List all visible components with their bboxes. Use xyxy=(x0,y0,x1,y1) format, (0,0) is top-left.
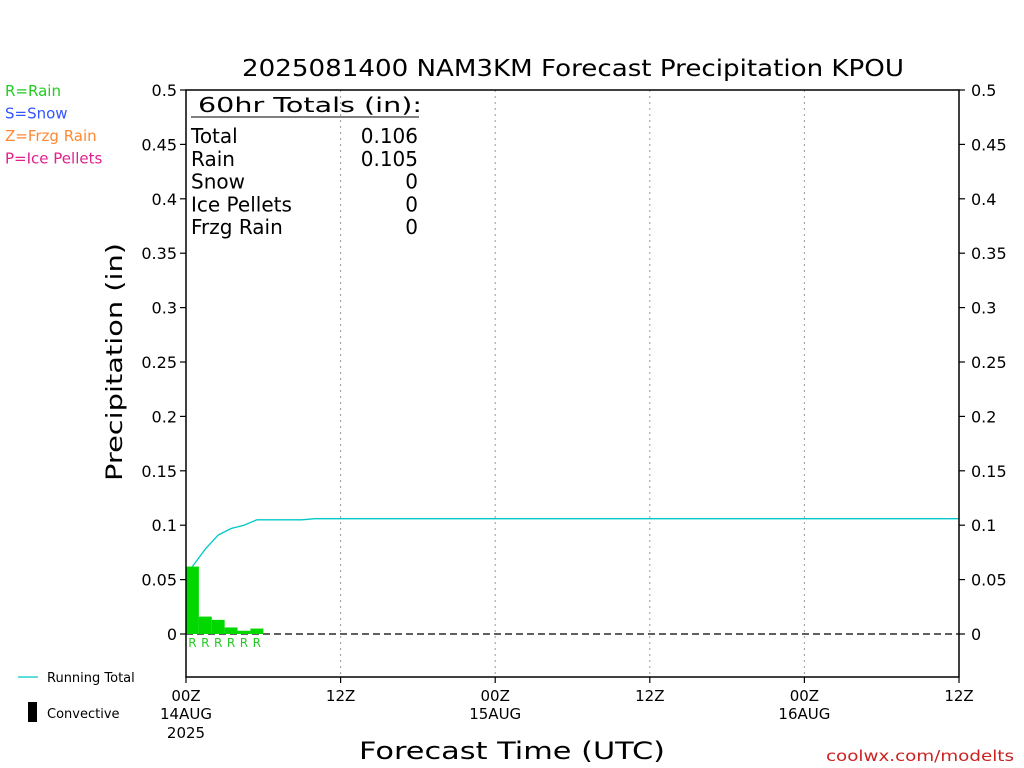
totals-row-label: Rain xyxy=(191,147,235,171)
y-tick-label-left: 0.35 xyxy=(141,244,177,263)
totals-box: 60hr Totals (in): Total 0.106 Rain 0.105 Snow… xyxy=(190,93,422,239)
totals-row-value: 0 xyxy=(405,215,418,239)
x-tick-label: 00Z xyxy=(171,687,200,705)
legend-item: P=Ice Pellets xyxy=(5,150,102,168)
x-tick-label: 12Z xyxy=(635,687,664,705)
x-tick-date: 14AUG xyxy=(160,705,212,723)
totals-row-label: Snow xyxy=(191,170,245,194)
y-tick-label-right: 0.5 xyxy=(971,81,996,100)
x-tick-year: 2025 xyxy=(167,724,205,742)
y-tick-label-left: 0.2 xyxy=(152,407,177,426)
legend-item: S=Snow xyxy=(5,105,68,123)
x-tick-date: 16AUG xyxy=(778,705,830,723)
precip-type-label: R xyxy=(188,636,196,650)
y-tick-label-right: 0.4 xyxy=(971,190,996,209)
y-tick-label-left: 0.15 xyxy=(141,462,177,481)
x-axis-label: Forecast Time (UTC) xyxy=(359,737,665,765)
x-tick-label: 12Z xyxy=(944,687,973,705)
chart-title: 2025081400 NAM3KM Forecast Precipitation… xyxy=(242,54,904,82)
precip-bar xyxy=(224,627,238,634)
x-tick-label: 00Z xyxy=(481,687,510,705)
y-tick-label-left: 0.3 xyxy=(152,299,177,318)
precip-type-label: R xyxy=(214,636,222,650)
totals-title: 60hr Totals (in): xyxy=(198,93,422,117)
y-tick-label-left: 0 xyxy=(167,625,177,644)
y-tick-label-right: 0.35 xyxy=(971,244,1007,263)
series-legend-label: Running Total xyxy=(47,671,135,686)
convective-swatch xyxy=(28,702,37,722)
totals-row-value: 0 xyxy=(405,170,418,194)
y-axis-label: Precipitation (in) xyxy=(103,243,128,481)
precip-bar xyxy=(237,630,251,634)
series-legend-label: Convective xyxy=(47,707,120,722)
y-tick-label-right: 0.3 xyxy=(971,299,996,318)
totals-row-label: Frzg Rain xyxy=(191,215,283,239)
running-total-line xyxy=(191,518,959,567)
y-tick-label-right: 0.25 xyxy=(971,353,1007,372)
y-tick-label-left: 0.05 xyxy=(141,571,177,590)
x-tick-label: 12Z xyxy=(326,687,355,705)
totals-row-label: Total xyxy=(190,124,238,148)
y-tick-label-left: 0.1 xyxy=(152,516,177,535)
y-tick-label-left: 0.5 xyxy=(152,81,177,100)
totals-row-value: 0.106 xyxy=(361,124,418,148)
y-tick-label-left: 0.25 xyxy=(141,353,177,372)
axes: 0 00.05 0.050.1 0.10.15 0.150.2 0.20.25 0.250.… xyxy=(141,81,1006,742)
totals-row-value: 0.105 xyxy=(361,147,418,171)
totals-row-label: Ice Pellets xyxy=(191,192,292,216)
precip-type-legend: R=Rain S=Snow Z=Frzg Rain P=Ice Pellets xyxy=(5,82,102,168)
y-tick-label-right: 0.2 xyxy=(971,407,996,426)
x-tick-label: 00Z xyxy=(790,687,819,705)
y-tick-label-right: 0 xyxy=(971,625,981,644)
credit-text: coolwx.com/modelts xyxy=(826,747,1014,765)
grid-lines xyxy=(340,90,805,677)
precip-bar xyxy=(198,616,212,634)
precip-type-label: R xyxy=(227,636,235,650)
plot-frame xyxy=(185,89,960,678)
totals-row-value: 0 xyxy=(405,192,418,216)
precip-type-label: R xyxy=(201,636,209,650)
precip-bar xyxy=(250,628,264,634)
y-tick-label-left: 0.45 xyxy=(141,135,177,154)
y-tick-label-left: 0.4 xyxy=(152,190,177,209)
series-legend: Running Total Convective xyxy=(18,671,135,722)
legend-item: R=Rain xyxy=(5,82,61,100)
precip-bar xyxy=(186,566,199,634)
y-tick-label-right: 0.45 xyxy=(971,135,1007,154)
precip-bar xyxy=(211,619,225,634)
y-tick-label-right: 0.15 xyxy=(971,462,1007,481)
legend-item: Z=Frzg Rain xyxy=(5,127,97,145)
y-tick-label-right: 0.1 xyxy=(971,516,996,535)
precip-type-label: R xyxy=(240,636,248,650)
precip-type-label: R xyxy=(253,636,261,650)
y-tick-label-right: 0.05 xyxy=(971,571,1007,590)
x-tick-date: 15AUG xyxy=(469,705,521,723)
